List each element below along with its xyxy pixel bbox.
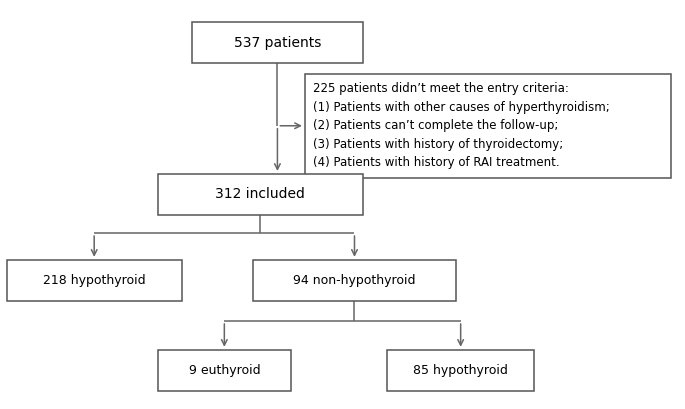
Text: 9 euthyroid: 9 euthyroid — [188, 364, 260, 377]
Text: 312 included: 312 included — [215, 187, 306, 201]
FancyBboxPatch shape — [305, 74, 671, 178]
FancyBboxPatch shape — [192, 22, 363, 63]
FancyBboxPatch shape — [253, 260, 456, 301]
FancyBboxPatch shape — [7, 260, 182, 301]
FancyBboxPatch shape — [158, 350, 291, 391]
FancyBboxPatch shape — [158, 174, 363, 215]
Text: 94 non-hypothyroid: 94 non-hypothyroid — [293, 274, 416, 287]
Text: 218 hypothyroid: 218 hypothyroid — [43, 274, 145, 287]
Text: 537 patients: 537 patients — [234, 36, 321, 50]
Text: 85 hypothyroid: 85 hypothyroid — [413, 364, 508, 377]
FancyBboxPatch shape — [387, 350, 534, 391]
Text: 225 patients didn’t meet the entry criteria:
(1) Patients with other causes of h: 225 patients didn’t meet the entry crite… — [313, 82, 610, 169]
